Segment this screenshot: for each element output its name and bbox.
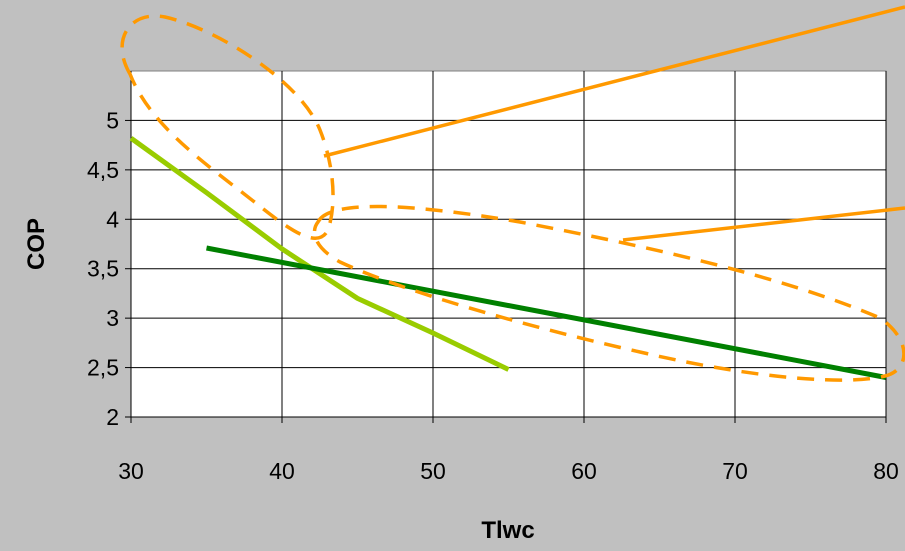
x-tick-label: 70 bbox=[722, 458, 748, 484]
y-tick-label: 4,5 bbox=[87, 157, 119, 183]
annotation-ellipse-lower bbox=[312, 204, 905, 382]
series-line-1 bbox=[129, 136, 510, 372]
x-tick-label: 60 bbox=[571, 458, 597, 484]
tick-labels: 2 2,5 3 3,5 4 4,5 5 30 40 50 60 70 80 bbox=[87, 107, 899, 484]
x-axis-title: Tlwc bbox=[481, 517, 534, 544]
y-tick-label: 5 bbox=[106, 107, 119, 133]
y-tick-label: 2 bbox=[106, 404, 119, 430]
y-tick-label: 2,5 bbox=[87, 355, 119, 381]
series-layer bbox=[129, 136, 887, 380]
plot-area bbox=[130, 70, 887, 418]
annotation-ellipse-upper bbox=[120, 14, 335, 240]
y-tick-label: 3 bbox=[106, 305, 119, 331]
leader-line-lower bbox=[622, 206, 905, 242]
x-tick-label: 30 bbox=[118, 458, 144, 484]
x-tick-label: 50 bbox=[420, 458, 446, 484]
y-axis-title: COP bbox=[23, 218, 50, 270]
series-line-2 bbox=[206, 245, 887, 380]
x-tick-label: 40 bbox=[269, 458, 295, 484]
annotation-layer bbox=[120, 5, 905, 382]
y-tick-label: 4 bbox=[106, 206, 119, 232]
y-tick-label: 3,5 bbox=[87, 256, 119, 282]
leader-line-upper bbox=[323, 5, 905, 158]
x-tick-label: 80 bbox=[873, 458, 899, 484]
